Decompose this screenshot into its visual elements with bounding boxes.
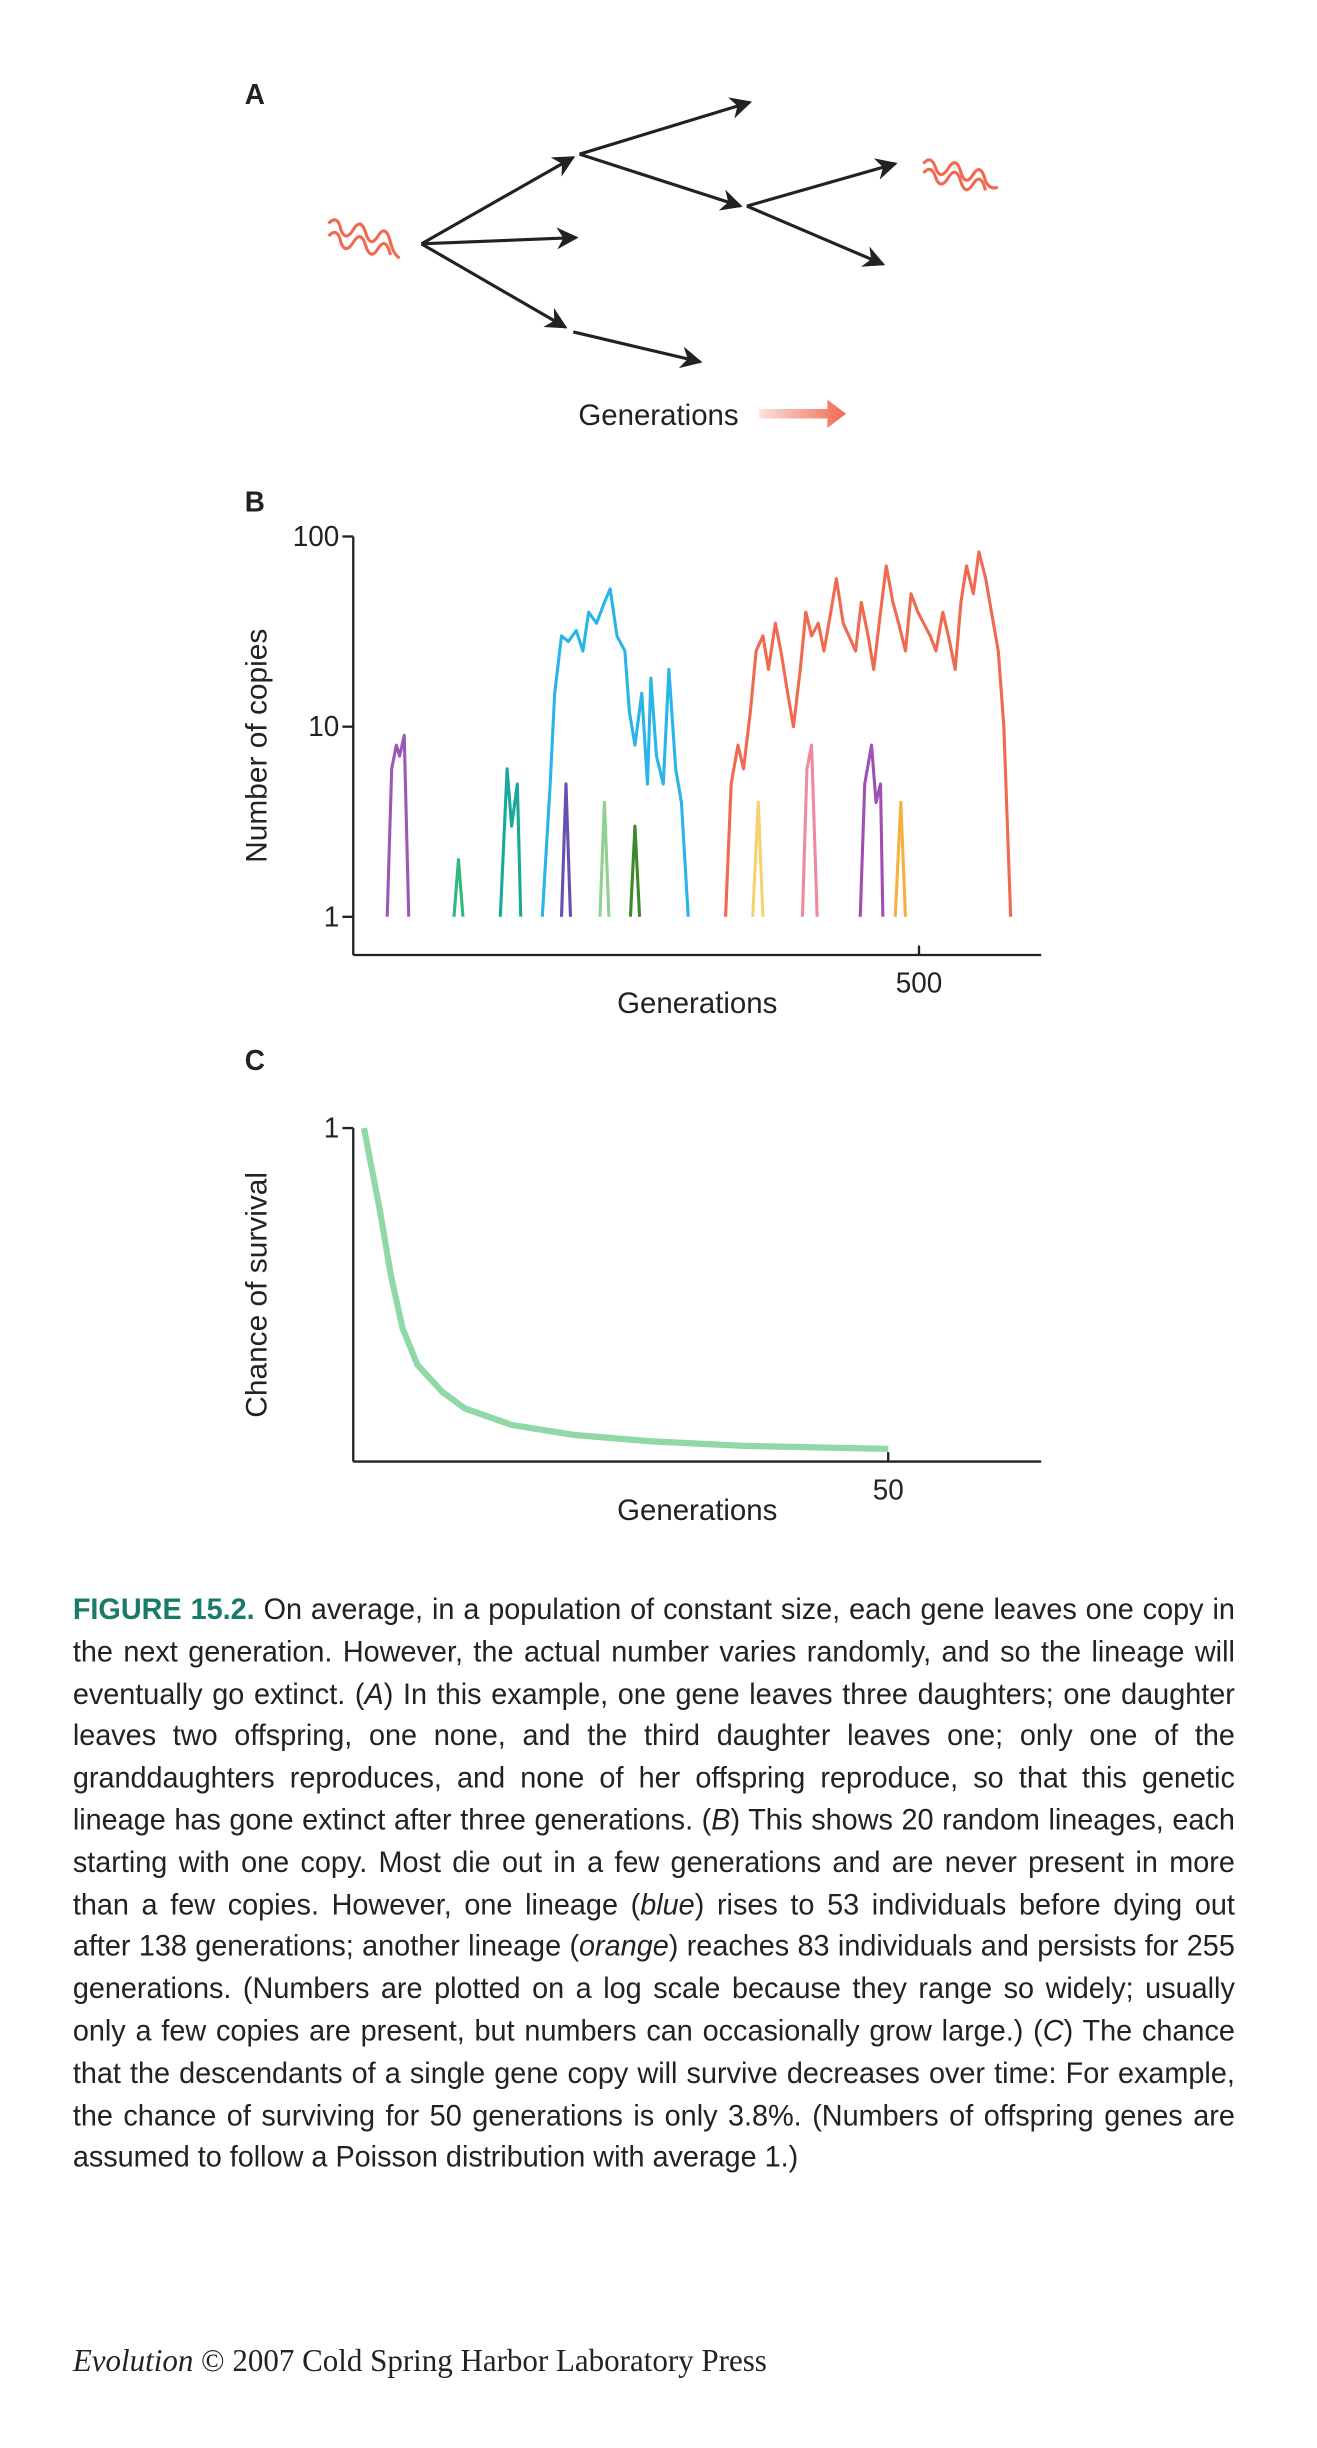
y-axis-label: Chance of survival (241, 1172, 274, 1418)
lineage-line (385, 733, 411, 917)
lineage-arrows (420, 97, 898, 369)
x-tick-label: 500 (896, 968, 943, 999)
x-axis-label: Generations (617, 1494, 777, 1527)
y-tick-label: 10 (308, 711, 339, 742)
caption-text: ) This shows 20 random lineages, each st… (72, 1802, 1235, 1921)
lineage-line (598, 800, 611, 917)
lineage-line (800, 743, 819, 917)
y-tick-label: 1 (324, 901, 340, 932)
caption-text: ) The chance that the descendants of a s… (72, 2013, 1235, 2174)
gene-squiggle (922, 158, 999, 192)
credit: Evolution © 2007 Cold Spring Harbor Labo… (73, 2344, 767, 2380)
caption-text: ) reaches 83 individuals and persists fo… (72, 1929, 1235, 2047)
lineage-line (628, 824, 642, 917)
credit-title: Evolution (72, 2344, 194, 2379)
gene-squiggle (327, 218, 401, 260)
lineage-line (724, 550, 1013, 917)
y-tick-label: 100 (293, 521, 340, 552)
caption-text: On average, in a population of constant … (72, 1592, 1235, 1710)
lineage-line (452, 858, 465, 917)
axis-label: Generations (578, 399, 738, 432)
lineage-line (858, 743, 885, 917)
lineage-line (559, 782, 573, 917)
credit-text: © 2007 Cold Spring Harbor Laboratory Pre… (193, 2344, 767, 2379)
panel-label: A (245, 79, 265, 110)
caption: FIGURE 15.2. On average, in a population… (73, 1589, 1235, 2179)
caption-text: B (711, 1802, 731, 1837)
lineage-line (360, 1127, 889, 1452)
panel-label: C (245, 1045, 265, 1076)
y-tick-label: 1 (324, 1112, 340, 1143)
lineage-line (498, 767, 523, 917)
lineage-line (893, 800, 908, 917)
caption-label: FIGURE 15.2. (72, 1592, 255, 1626)
time-arrow (759, 399, 846, 428)
caption-text: ) rises to 53 individuals before dying o… (72, 1887, 1235, 1963)
caption-text: C (1042, 2013, 1064, 2047)
caption-text: ) In this example, one gene leaves three… (72, 1676, 1235, 1837)
panel-label: B (245, 486, 265, 517)
caption-text: A (364, 1676, 384, 1710)
lineage-line (751, 800, 765, 917)
x-axis-label: Generations (617, 987, 777, 1020)
lineage-line (540, 587, 690, 917)
caption-text: blue (640, 1887, 695, 1921)
figure-panels: A Generations B 1 10 100 500 Generations Numbe… (241, 79, 1042, 1527)
y-axis-label: Number of copies (241, 629, 274, 863)
x-tick-label: 50 (873, 1474, 904, 1505)
caption-text: orange (579, 1929, 669, 1963)
